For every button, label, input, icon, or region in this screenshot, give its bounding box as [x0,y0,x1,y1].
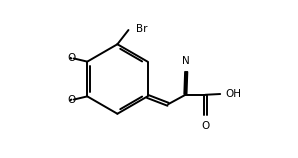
Text: O: O [67,53,76,63]
Text: Br: Br [136,24,147,34]
Text: OH: OH [225,89,241,99]
Text: O: O [201,121,209,131]
Text: O: O [67,94,76,105]
Text: N: N [182,56,190,66]
